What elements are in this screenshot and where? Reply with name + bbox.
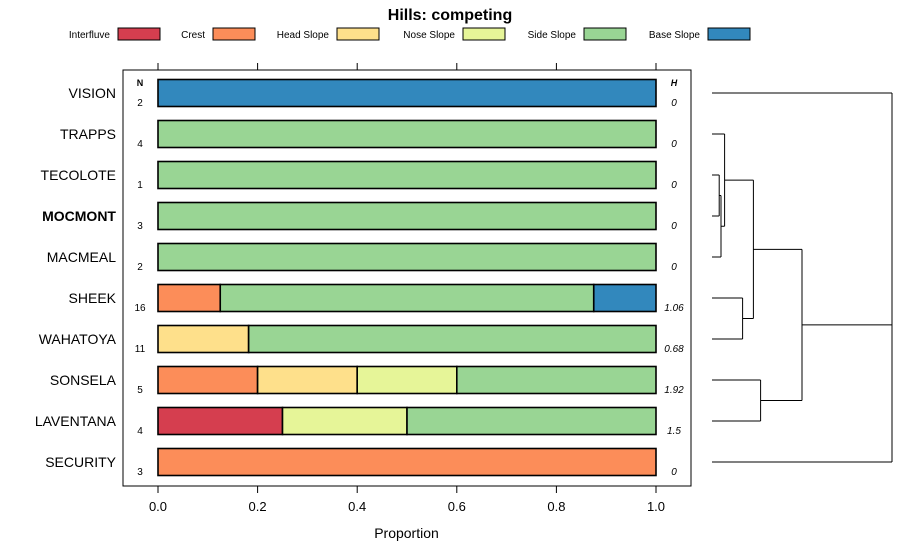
bar-segment [157,324,250,354]
h-header: H [671,78,678,88]
h-value: 1.92 [664,385,684,396]
n-value: 16 [134,303,146,314]
n-value: 4 [137,139,143,150]
legend-label: Interfluve [69,30,111,41]
row-labels: VISION TRAPPS TECOLOTE MOCMONT MACMEAL SHEEK W… [35,85,117,470]
row-label: MOCMONT [42,208,116,224]
h-value: 0 [671,98,677,109]
bar-segment [281,406,408,436]
legend-swatch [707,27,751,41]
n-value: 3 [137,221,143,232]
bars [157,78,657,477]
n-value: 5 [137,385,143,396]
x-tick-label: 0.2 [249,499,267,514]
row-label: SONSELA [50,372,117,388]
legend: Interfluve Crest Head Slope Nose Slope Side … [69,27,751,41]
h-value: 0.68 [664,344,684,355]
legend-swatch [117,27,161,41]
legend-label: Head Slope [277,30,330,41]
bar-segment [157,447,657,477]
h-value: 0 [671,262,677,273]
bar-segment [592,283,657,313]
bar-segment [157,78,657,108]
row-label: SHEEK [69,290,117,306]
x-axis-label: Proportion [374,525,439,541]
dendrogram [712,92,893,463]
n-header: N [137,78,144,88]
plot-panel [122,69,692,487]
n-value: 3 [137,467,143,478]
row-label: SECURITY [45,454,116,470]
chart-title: Hills: competing [388,7,512,24]
legend-swatch [583,27,627,41]
h-labels: H 0 0 0 0 0 1.06 0.68 1.92 1.5 0 [664,78,684,478]
bar-segment [247,324,657,354]
legend-label: Crest [181,30,205,41]
bar-segment [256,365,359,395]
h-value: 0 [671,139,677,150]
legend-label: Side Slope [528,30,577,41]
n-value: 2 [137,262,143,273]
x-tick-label: 0.6 [448,499,466,514]
bar-segment [157,406,284,436]
bar-segment [406,406,657,436]
x-tick-label: 0.4 [348,499,366,514]
bar-segment [157,160,657,190]
bar-segment [157,119,657,149]
bar-segment [157,242,657,272]
legend-label: Nose Slope [403,30,455,41]
h-value: 0 [671,221,677,232]
n-value: 2 [137,98,143,109]
legend-swatch [462,27,506,41]
legend-swatch [336,27,380,41]
h-value: 1.06 [664,303,684,314]
n-labels: N 2 4 1 3 2 16 11 5 4 3 [134,78,146,478]
h-value: 0 [671,180,677,191]
n-value: 1 [137,180,143,191]
bar-segment [157,283,222,313]
legend-label: Base Slope [649,30,701,41]
x-axis: 0.0 0.2 0.4 0.6 0.8 1.0 [149,63,665,514]
row-label: LAVENTANA [35,413,117,429]
n-value: 11 [135,344,146,355]
legend-swatch [212,27,256,41]
n-value: 4 [137,426,143,437]
row-label: TECOLOTE [41,167,116,183]
row-label: MACMEAL [47,249,116,265]
bar-segment [219,283,595,313]
bar-segment [157,365,259,395]
row-label: WAHATOYA [39,331,117,347]
x-tick-label: 0.8 [547,499,565,514]
bar-segment [356,365,458,395]
row-label: VISION [69,85,116,101]
h-value: 0 [671,467,677,478]
row-label: TRAPPS [60,126,116,142]
bar-segment [455,365,657,395]
x-tick-label: 1.0 [647,499,665,514]
bar-segment [157,201,657,231]
x-tick-label: 0.0 [149,499,167,514]
h-value: 1.5 [667,426,681,437]
